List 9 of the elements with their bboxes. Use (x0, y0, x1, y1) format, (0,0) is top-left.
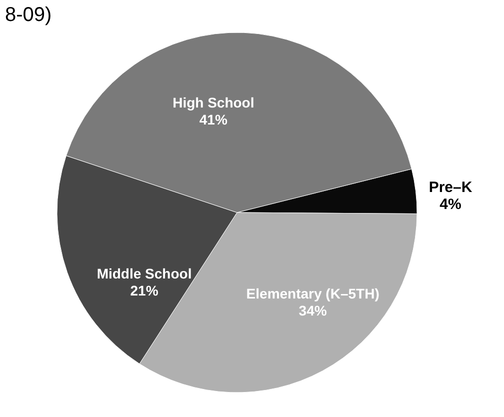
slice-label: Pre–K (428, 179, 472, 196)
data-label: 41% (199, 111, 228, 128)
slice-label: Elementary (K–5TH) (246, 285, 380, 302)
slice-label: Middle School (96, 266, 192, 282)
data-label: 34% (298, 302, 328, 318)
chart-title: 8-09) (5, 4, 52, 26)
data-label: 4% (440, 196, 462, 214)
data-label: 21% (130, 282, 159, 299)
slice-label: High School (172, 94, 254, 110)
